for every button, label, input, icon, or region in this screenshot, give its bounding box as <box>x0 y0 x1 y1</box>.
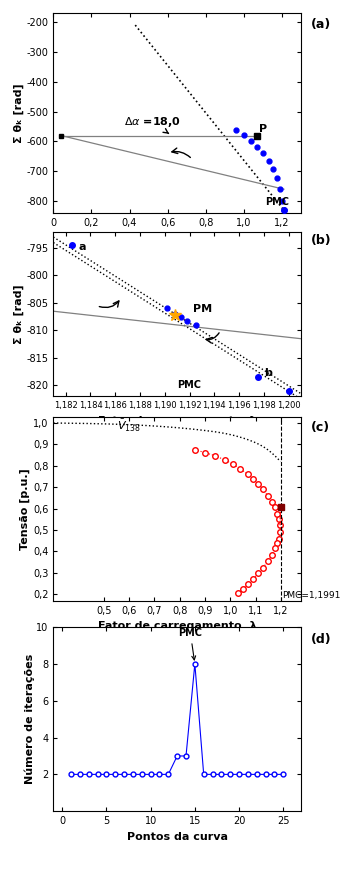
Text: PM: PM <box>193 304 212 314</box>
Text: PMC: PMC <box>179 628 202 660</box>
X-axis label: Fator de carregamento, λ: Fator de carregamento, λ <box>98 233 257 244</box>
Text: (c): (c) <box>311 422 331 434</box>
Text: (b): (b) <box>311 234 332 246</box>
Text: (a): (a) <box>311 18 332 31</box>
Text: PMC=1,1991: PMC=1,1991 <box>282 590 340 600</box>
Y-axis label: Tensão [p.u.]: Tensão [p.u.] <box>20 467 30 550</box>
Y-axis label: Σ θₖ [rad]: Σ θₖ [rad] <box>13 83 24 143</box>
Y-axis label: Número de iterações: Número de iterações <box>24 654 35 784</box>
Y-axis label: Σ θₖ [rad]: Σ θₖ [rad] <box>13 284 23 344</box>
Text: P: P <box>259 124 267 134</box>
X-axis label: Fator de carregamento, λ: Fator de carregamento, λ <box>98 416 257 426</box>
Text: PMC: PMC <box>177 380 201 390</box>
X-axis label: Pontos da curva: Pontos da curva <box>127 831 228 842</box>
Text: b: b <box>264 367 272 377</box>
Text: PMC: PMC <box>265 196 289 207</box>
Text: $\Delta\alpha$ =18,0: $\Delta\alpha$ =18,0 <box>124 115 181 133</box>
Text: (d): (d) <box>311 633 332 645</box>
Text: $\bar{V}_{138}$: $\bar{V}_{138}$ <box>117 418 140 434</box>
X-axis label: Fator de carregamento, λ: Fator de carregamento, λ <box>98 621 257 631</box>
Text: a: a <box>78 242 86 252</box>
